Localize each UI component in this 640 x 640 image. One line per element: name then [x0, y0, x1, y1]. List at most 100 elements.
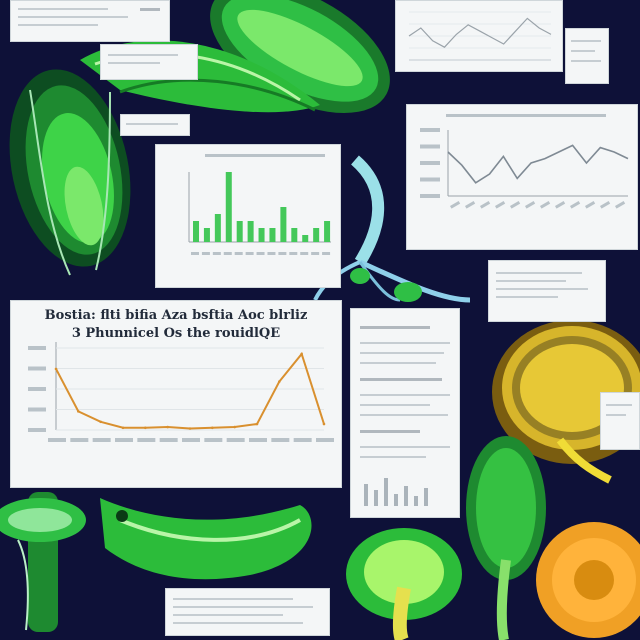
main-chart-point — [278, 380, 281, 383]
mid-bar-tick-label — [300, 252, 309, 255]
right-line-x-tick — [600, 201, 611, 209]
mid-bar-tick-label — [245, 252, 254, 255]
main-chart-point — [54, 367, 58, 371]
top-middle-card — [100, 44, 198, 80]
main-chart-tick-label — [70, 438, 89, 442]
right-line-title — [446, 114, 606, 117]
main-chart-tick-label — [182, 438, 200, 442]
mid-bar-tick-label — [234, 252, 243, 255]
right-small-card — [488, 260, 606, 322]
right-line-x-tick — [495, 201, 506, 209]
main-chart-tick-label — [92, 438, 111, 442]
mid-bar — [247, 221, 254, 242]
top-right-line — [408, 17, 552, 48]
mid-bar — [324, 221, 331, 242]
mid-bar — [291, 228, 298, 242]
main-chart-point — [300, 352, 303, 356]
main-chart-title-line2: 3 Phunnicel Os the rouidlQE — [71, 326, 281, 341]
right-line-x-tick — [525, 201, 536, 209]
right-line-x-tick — [480, 201, 491, 209]
right-line-x-tick — [464, 201, 476, 209]
right-line-y-tick — [420, 194, 440, 198]
main-chart-tick-label — [204, 438, 223, 442]
mid-bar-tick-label — [289, 252, 298, 255]
main-chart-tick-label — [226, 438, 245, 442]
main-chart-y-tick — [28, 366, 46, 371]
main-chart-tick-label — [316, 438, 334, 442]
main-chart-point — [188, 427, 192, 430]
fern-illustration — [466, 436, 546, 640]
mid-bar — [269, 228, 276, 242]
mid-bar-chart-svg — [188, 154, 331, 255]
main-chart-point — [144, 426, 147, 430]
mid-bar — [193, 221, 200, 242]
orange-flower-illustration — [536, 522, 640, 638]
main-chart-tick-label — [271, 438, 290, 442]
mid-bar — [203, 228, 210, 242]
main-chart-y-tick — [28, 407, 46, 412]
right-line-y-tick — [420, 161, 440, 165]
top-right-line-card — [395, 0, 563, 72]
mid-bar-title — [205, 154, 325, 157]
main-chart-tick-label — [115, 438, 133, 442]
right-line-x-tick — [555, 201, 566, 209]
main-chart-y-tick — [28, 346, 46, 350]
right-line — [447, 144, 629, 184]
mid-bar — [302, 235, 309, 242]
mid-bar-tick-label — [267, 252, 276, 255]
top-right-line-svg — [408, 11, 552, 61]
mid-bar-tick-label — [212, 252, 221, 255]
right-line-chart-card — [406, 104, 638, 250]
main-chart-svg — [28, 342, 334, 442]
main-chart-point — [211, 426, 214, 430]
main-chart-tick-label — [293, 438, 312, 442]
main-chart-point — [166, 425, 169, 429]
main-chart-point — [121, 426, 125, 430]
mid-bar — [258, 228, 265, 242]
main-chart-tick-label — [159, 438, 178, 442]
mid-bar-tick-label — [191, 252, 199, 255]
main-chart-point — [77, 410, 80, 413]
right-line-x-tick — [450, 201, 461, 209]
mid-bar-tick-label — [223, 252, 232, 255]
mid-bar — [225, 172, 232, 242]
main-chart-point — [233, 425, 236, 429]
mid-bar — [313, 228, 320, 242]
main-chart-tick-label — [249, 438, 267, 442]
main-chart-tick-label — [48, 438, 66, 442]
mid-bar-tick-label — [201, 252, 210, 255]
right-line-y-tick — [420, 144, 440, 149]
mid-bar-tick-label — [278, 252, 287, 255]
bottom-caption-card — [165, 588, 330, 636]
mid-bar — [280, 207, 287, 242]
main-chart-title-line1: Bostia: flti bifia Aza bsftia Aoc blrliz — [44, 308, 308, 323]
green-ribs-illustration — [0, 492, 86, 632]
main-chart-y-tick — [28, 428, 46, 432]
mid-bar-tick-label — [311, 252, 320, 255]
document-card — [350, 308, 460, 518]
mid-bar-tick-label — [256, 252, 265, 255]
main-chart-point — [99, 420, 102, 424]
right-line-x-tick — [510, 201, 521, 209]
main-chart-line — [55, 351, 325, 430]
main-chart-point — [322, 422, 326, 426]
right-line-y-tick — [420, 128, 440, 132]
mid-bar-tick-label — [322, 252, 331, 255]
main-chart-y-tick — [28, 387, 46, 391]
right-line-x-tick — [585, 201, 596, 209]
green-leaf-creature-illustration — [100, 498, 312, 580]
main-chart-point — [255, 422, 259, 426]
top-left-card — [10, 0, 170, 42]
right-line-y-tick — [420, 177, 440, 182]
pod-illustration — [9, 69, 131, 276]
mid-bar — [214, 214, 221, 242]
mid-bar — [236, 221, 243, 242]
document-mini-bars — [364, 478, 428, 506]
top-right-small-card — [565, 28, 609, 84]
right-line-x-tick — [540, 201, 551, 209]
pod-label-card — [120, 114, 190, 136]
main-chart-card: Bostia: flti bifia Aza bsftia Aoc blrliz… — [10, 300, 342, 488]
right-line-x-tick — [570, 201, 581, 209]
right-bottom-small-card — [600, 392, 640, 450]
